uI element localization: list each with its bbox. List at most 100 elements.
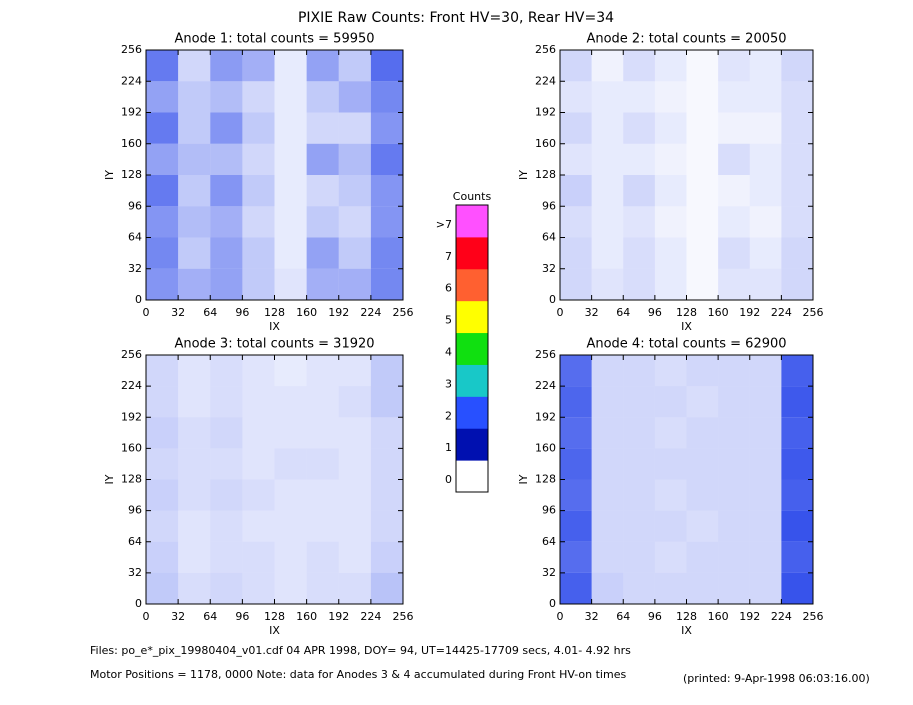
y-tick-label: 64 [128, 231, 142, 244]
heat-cell [623, 355, 655, 387]
heat-cell [274, 143, 307, 175]
x-tick-label: 0 [143, 306, 150, 319]
heat-cell [623, 175, 655, 207]
heat-cell [242, 143, 275, 175]
heat-cell [274, 355, 307, 387]
heat-cell [749, 510, 782, 542]
heat-cell [146, 417, 179, 449]
heat-cell [687, 206, 719, 237]
heat-cell [623, 448, 655, 480]
heat-cell [781, 268, 813, 300]
heat-cell [560, 355, 592, 387]
heat-cell [242, 237, 275, 269]
heat-cell [210, 417, 243, 449]
heat-cell [591, 355, 624, 387]
heat-cell [623, 81, 655, 113]
heat-cell [781, 237, 813, 269]
x-tick-label: 224 [360, 306, 381, 319]
heat-cell [274, 510, 307, 542]
y-tick-label: 0 [549, 293, 556, 306]
footer-printed: (printed: 9-Apr-1998 06:03:16.00) [683, 672, 870, 685]
heat-cell [306, 417, 339, 449]
heat-cell [781, 448, 813, 480]
heat-cell [560, 206, 592, 238]
heat-cell [749, 237, 782, 269]
heat-cell [306, 81, 339, 113]
heat-cell [242, 206, 275, 238]
heat-cell [210, 572, 243, 604]
heat-cell [623, 206, 655, 238]
x-tick-label: 128 [264, 306, 285, 319]
heat-cell [306, 510, 339, 542]
heat-cell [749, 268, 782, 300]
x-tick-label: 0 [557, 610, 564, 623]
heat-cell [781, 206, 813, 238]
heat-cell [338, 510, 371, 542]
heat-cell [178, 448, 211, 480]
x-tick-label: 96 [235, 610, 249, 623]
heat-cell [210, 386, 243, 418]
heat-cell [623, 112, 655, 144]
heat-cell [718, 541, 750, 573]
heat-cell [370, 510, 403, 542]
heat-cell [591, 206, 624, 238]
heat-cell [210, 81, 243, 113]
heat-cell [274, 268, 307, 300]
heat-cell [370, 541, 403, 573]
y-tick-label: 96 [542, 504, 556, 517]
heat-cell [654, 417, 687, 449]
heat-cell [687, 50, 719, 81]
heat-cell [623, 572, 655, 604]
heat-cell [591, 417, 624, 449]
heat-cell [686, 510, 719, 542]
x-tick-label: 256 [803, 306, 824, 319]
heat-cell [686, 572, 719, 604]
heat-cell [178, 479, 211, 511]
heat-cell [591, 175, 624, 207]
heat-cell [781, 81, 813, 113]
y-tick-label: 256 [535, 43, 556, 56]
heat-cell [591, 510, 624, 542]
x-tick-label: 32 [585, 306, 599, 319]
heat-cell [146, 50, 179, 82]
heat-cell [781, 510, 813, 542]
heat-cell [781, 386, 813, 418]
heat-cell [146, 479, 179, 511]
panel-title: Anode 2: total counts = 20050 [586, 32, 786, 47]
heat-cell [306, 112, 339, 144]
x-tick-label: 32 [171, 610, 185, 623]
heat-cell [560, 50, 592, 82]
heat-cell [623, 417, 655, 449]
heat-cell [718, 510, 750, 542]
colorbar-swatch [455, 332, 489, 365]
heat-cell [654, 572, 687, 604]
heat-cell [654, 268, 687, 300]
heat-cell [274, 81, 307, 113]
heat-cell [687, 269, 719, 300]
heat-cell [338, 143, 371, 175]
heat-cell [591, 268, 624, 300]
heat-cell [242, 112, 275, 144]
heat-cell [242, 417, 275, 449]
x-tick-label: 256 [393, 306, 414, 319]
heat-cell [306, 206, 339, 238]
heat-cell [242, 268, 275, 300]
heat-cell [749, 112, 782, 144]
y-tick-label: 160 [535, 441, 556, 454]
heat-cell [591, 112, 624, 144]
heat-cell [623, 541, 655, 573]
heat-cell [146, 143, 179, 175]
heat-cell [146, 355, 179, 387]
heat-cell [718, 268, 750, 300]
y-tick-label: 64 [128, 535, 142, 548]
heat-cell [210, 479, 243, 511]
y-tick-label: 128 [121, 473, 142, 486]
heat-cell [274, 175, 307, 207]
heat-cell [370, 175, 403, 207]
heat-cell [178, 175, 211, 207]
heat-cell [146, 386, 179, 418]
heat-cell [242, 448, 275, 480]
footer-note: Motor Positions = 1178, 0000 Note: data … [90, 668, 626, 681]
y-tick-label: 192 [535, 106, 556, 119]
heat-cell [178, 268, 211, 300]
